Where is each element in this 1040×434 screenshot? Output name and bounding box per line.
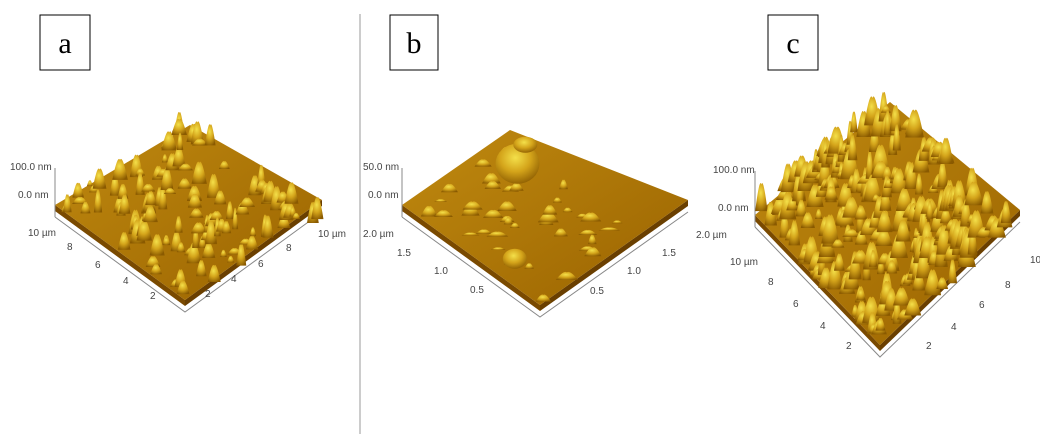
left-axis-tick-label: 8: [768, 277, 774, 288]
right-axis-tick-label: 0.5: [590, 286, 604, 297]
right-axis-tick-label: 2.0 µm: [696, 230, 727, 241]
right-axis-tick-label: 10 µm: [1030, 255, 1040, 266]
right-axis-tick-label: 8: [1005, 280, 1011, 291]
right-axis-tick-label: 4: [231, 274, 237, 285]
surface-peak: [171, 119, 187, 135]
afm-figure: a 100.0 nm 0.0 nm 10 µm 8 6 4 2 2 4 6 8 10 µm b 50.0 n…: [0, 0, 1040, 434]
panel-label: a: [58, 27, 71, 60]
surface-peak: [755, 183, 767, 211]
left-axis-tick-label: 2.0 µm: [363, 229, 394, 240]
surface-grain: [503, 249, 527, 269]
left-axis-tick-label: 6: [793, 299, 799, 310]
left-axis-tick-label: 8: [67, 242, 73, 253]
right-axis-tick-label: 8: [286, 243, 292, 254]
left-axis-tick-label: 6: [95, 260, 101, 271]
z-tick-label: 0.0 nm: [718, 203, 749, 214]
left-axis-tick-label: 10 µm: [28, 228, 56, 239]
panel-label: c: [786, 27, 799, 60]
left-axis-tick-label: 1.5: [397, 248, 411, 259]
right-axis-tick-label: 4: [951, 322, 957, 333]
left-axis-tick-label: 2: [150, 291, 156, 302]
surface-grain: [513, 137, 537, 153]
right-axis-tick-label: 1.0: [627, 266, 641, 277]
z-tick-label: 50.0 nm: [363, 162, 399, 173]
z-tick-label: 100.0 nm: [713, 165, 755, 176]
left-axis-tick-label: 4: [820, 321, 826, 332]
right-axis-tick-label: 1.5: [662, 248, 676, 259]
left-axis-tick-label: 0.5: [470, 285, 484, 296]
left-axis-tick-label: 10 µm: [730, 257, 758, 268]
right-axis-tick-label: 2: [926, 341, 932, 352]
right-axis-tick-label: 2: [205, 289, 211, 300]
panel-label: b: [407, 27, 422, 60]
right-axis-tick-label: 10 µm: [318, 229, 346, 240]
right-axis-tick-label: 6: [258, 259, 264, 270]
z-tick-label: 0.0 nm: [368, 190, 399, 201]
left-axis-tick-label: 1.0: [434, 266, 448, 277]
z-tick-label: 0.0 nm: [18, 190, 49, 201]
right-axis-tick-label: 6: [979, 300, 985, 311]
left-axis-tick-label: 2: [846, 341, 852, 352]
z-tick-label: 100.0 nm: [10, 162, 52, 173]
left-axis-tick-label: 4: [123, 276, 129, 287]
